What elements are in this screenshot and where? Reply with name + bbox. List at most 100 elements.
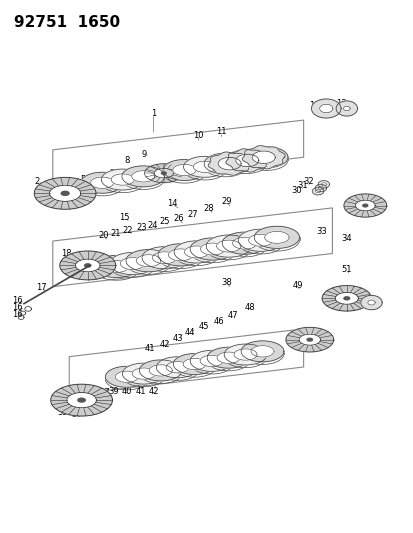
Text: 27: 27 xyxy=(187,210,197,219)
Text: 33: 33 xyxy=(315,227,326,236)
Polygon shape xyxy=(250,346,273,357)
Polygon shape xyxy=(306,338,312,341)
Text: 18: 18 xyxy=(61,249,71,259)
Polygon shape xyxy=(115,371,138,383)
Text: 41: 41 xyxy=(135,386,145,395)
Polygon shape xyxy=(225,149,268,172)
Polygon shape xyxy=(104,261,128,272)
Text: 40: 40 xyxy=(121,386,132,395)
Polygon shape xyxy=(199,355,223,367)
Polygon shape xyxy=(206,347,249,368)
Polygon shape xyxy=(149,365,172,376)
Polygon shape xyxy=(75,259,100,272)
Text: 20: 20 xyxy=(98,231,108,240)
Text: 22: 22 xyxy=(123,226,133,235)
Polygon shape xyxy=(360,295,381,310)
Polygon shape xyxy=(121,166,164,187)
Polygon shape xyxy=(142,247,187,269)
Text: 14: 14 xyxy=(166,199,177,208)
Polygon shape xyxy=(216,352,240,364)
Text: 5: 5 xyxy=(80,175,85,184)
Text: 35: 35 xyxy=(57,408,67,417)
Polygon shape xyxy=(320,183,325,186)
Polygon shape xyxy=(183,358,206,370)
Polygon shape xyxy=(254,151,278,163)
Text: 30: 30 xyxy=(291,185,301,195)
Polygon shape xyxy=(193,161,216,173)
Polygon shape xyxy=(315,190,320,193)
Polygon shape xyxy=(132,368,155,379)
Polygon shape xyxy=(254,226,299,248)
Text: 6: 6 xyxy=(95,172,100,181)
Polygon shape xyxy=(126,249,171,272)
Polygon shape xyxy=(156,357,199,378)
Text: 1: 1 xyxy=(151,109,156,118)
Text: 24: 24 xyxy=(147,221,158,230)
Text: 49: 49 xyxy=(292,280,302,289)
Text: 8: 8 xyxy=(124,156,129,165)
Text: 19: 19 xyxy=(87,268,98,277)
Polygon shape xyxy=(101,169,144,190)
Polygon shape xyxy=(311,188,323,195)
Polygon shape xyxy=(94,255,139,278)
Polygon shape xyxy=(311,99,340,118)
Polygon shape xyxy=(105,366,148,387)
Text: 47: 47 xyxy=(227,311,237,320)
Polygon shape xyxy=(50,185,81,201)
Text: 17: 17 xyxy=(36,283,47,292)
Polygon shape xyxy=(172,164,195,176)
Polygon shape xyxy=(81,172,123,193)
Text: 11: 11 xyxy=(216,127,226,136)
Polygon shape xyxy=(184,246,209,258)
Text: 15: 15 xyxy=(119,213,130,222)
Polygon shape xyxy=(183,156,226,177)
Polygon shape xyxy=(200,243,224,255)
Text: 21: 21 xyxy=(110,229,121,238)
Text: 37: 37 xyxy=(100,388,110,397)
Text: 7: 7 xyxy=(109,168,114,177)
Polygon shape xyxy=(131,171,154,182)
Polygon shape xyxy=(335,293,358,304)
Polygon shape xyxy=(244,147,287,168)
Polygon shape xyxy=(264,231,288,244)
Polygon shape xyxy=(34,177,96,209)
Polygon shape xyxy=(343,106,349,111)
Polygon shape xyxy=(318,187,323,190)
Polygon shape xyxy=(335,101,357,116)
Polygon shape xyxy=(208,152,250,175)
Polygon shape xyxy=(111,174,134,185)
Text: 10: 10 xyxy=(193,131,204,140)
Polygon shape xyxy=(66,392,96,408)
Polygon shape xyxy=(158,244,203,266)
Text: 29: 29 xyxy=(221,197,231,206)
Polygon shape xyxy=(343,297,349,300)
Polygon shape xyxy=(234,155,257,166)
Polygon shape xyxy=(144,164,183,183)
Polygon shape xyxy=(233,349,256,360)
Polygon shape xyxy=(285,327,333,352)
Text: 42: 42 xyxy=(148,386,159,395)
Text: 51: 51 xyxy=(341,265,351,274)
Polygon shape xyxy=(242,146,285,169)
Polygon shape xyxy=(139,360,182,381)
Polygon shape xyxy=(154,168,173,178)
Text: 23: 23 xyxy=(135,223,146,232)
Text: 38: 38 xyxy=(221,278,232,287)
Polygon shape xyxy=(152,252,176,264)
Polygon shape xyxy=(51,384,112,416)
Text: 46: 46 xyxy=(213,317,223,326)
Polygon shape xyxy=(61,191,69,195)
Text: 43: 43 xyxy=(173,334,183,343)
Text: 28: 28 xyxy=(203,204,214,213)
Text: 4: 4 xyxy=(66,177,71,187)
Polygon shape xyxy=(120,257,145,270)
Text: 16: 16 xyxy=(12,310,22,319)
Polygon shape xyxy=(218,157,240,170)
Polygon shape xyxy=(214,158,237,169)
Polygon shape xyxy=(163,159,205,181)
Text: 36: 36 xyxy=(71,410,81,419)
Text: 41: 41 xyxy=(145,344,155,353)
Polygon shape xyxy=(321,286,370,311)
Text: 34: 34 xyxy=(341,235,351,244)
Polygon shape xyxy=(136,255,160,266)
